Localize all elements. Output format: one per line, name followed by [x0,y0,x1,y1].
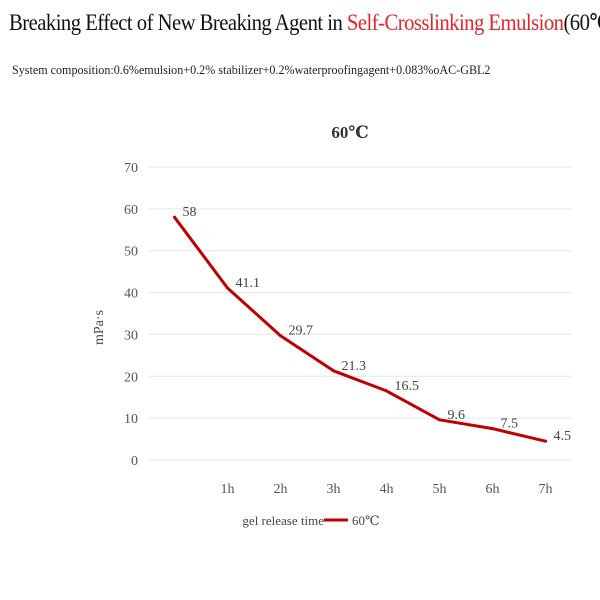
y-tick-label: 50 [124,245,138,260]
y-tick-label: 10 [124,412,138,427]
y-tick-label: 70 [124,161,138,176]
x-tick-label: 2h [274,482,288,497]
series-line [173,215,547,443]
title-suffix: (60℃) [563,10,600,35]
data-label: 58 [183,205,197,220]
data-label: 16.5 [395,379,420,394]
system-composition-subtitle: System composition:0.6%emulsion+0.2% sta… [12,62,491,77]
data-label: 41.1 [236,276,261,291]
data-label: 29.7 [289,324,314,339]
data-point [332,369,335,373]
data-point [491,427,494,431]
data-point [173,215,176,219]
y-tick-label: 40 [124,287,138,302]
y-axis-label: mPa·s [92,310,107,345]
data-point [544,439,547,443]
title-prefix: Breaking Effect of New Breaking Agent in [9,10,347,35]
data-point [279,334,282,338]
chart-title: 60℃ [331,123,368,142]
data-label: 21.3 [342,359,367,374]
y-tick-label: 30 [124,328,138,343]
data-label: 7.5 [501,417,519,432]
data-label: 4.5 [554,429,572,444]
x-tick-label: 3h [327,482,341,497]
x-tick-label: 1h [221,482,235,497]
page-title: Breaking Effect of New Breaking Agent in… [9,10,600,36]
y-tick-label: 0 [131,454,138,469]
legend-label: 60℃ [352,513,380,528]
x-tick-label: 4h [380,482,394,497]
x-axis-label: gel release time [242,513,324,528]
x-tick-label: 6h [486,482,500,497]
title-highlight: Self-Crosslinking Emulsion [346,10,564,35]
x-tick-label: 7h [539,482,553,497]
data-point [385,389,388,393]
data-point [226,286,229,290]
y-tick-label: 20 [124,370,138,385]
data-label: 9.6 [448,408,466,423]
x-tick-label: 5h [433,482,447,497]
data-point [438,418,441,422]
y-tick-label: 60 [124,203,138,218]
